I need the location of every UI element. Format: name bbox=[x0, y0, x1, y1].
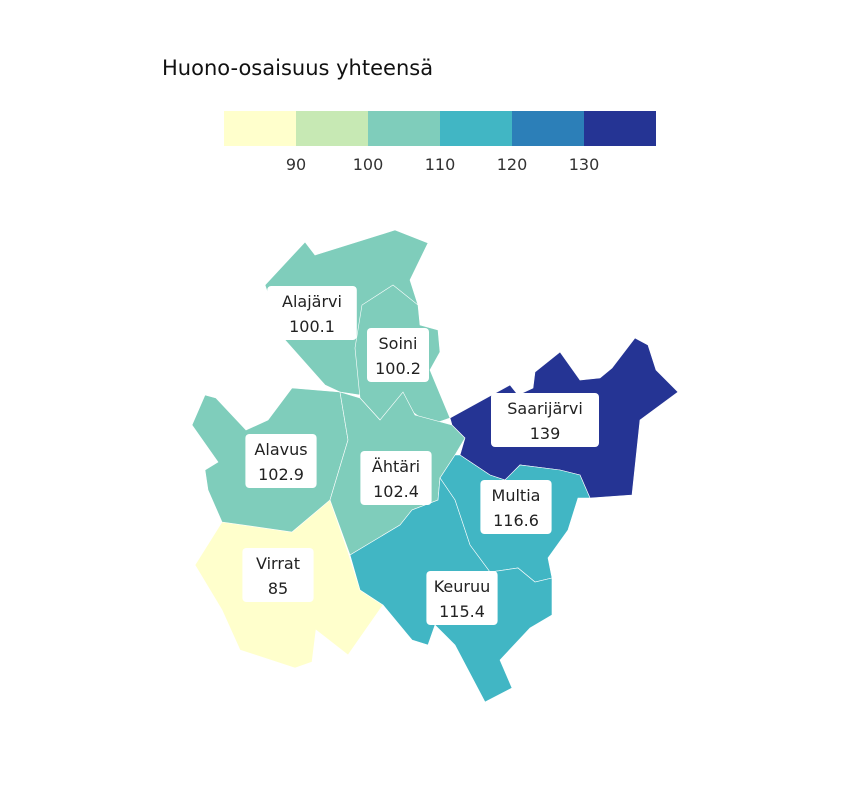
region-label-keuruu: Keuruu 115.4 bbox=[426, 571, 498, 625]
region-label-soini: Soini 100.2 bbox=[367, 328, 429, 382]
region-label-multia: Multia 116.6 bbox=[480, 480, 552, 534]
legend-swatch bbox=[512, 111, 584, 146]
region-name-label: Soini bbox=[379, 334, 418, 353]
region-name-label: Ähtäri bbox=[372, 457, 420, 476]
label-box bbox=[245, 434, 317, 488]
region-name-label: Alavus bbox=[254, 440, 307, 459]
region-name-label: Multia bbox=[492, 486, 541, 505]
label-box bbox=[367, 328, 429, 382]
region-name-label: Keuruu bbox=[434, 577, 491, 596]
region-name-label: Virrat bbox=[256, 554, 300, 573]
region-value-label: 115.4 bbox=[439, 602, 485, 621]
legend-break-label: 100 bbox=[353, 155, 384, 174]
label-box bbox=[360, 451, 432, 505]
region-value-label: 139 bbox=[530, 424, 561, 443]
legend-break-label: 90 bbox=[286, 155, 306, 174]
label-box bbox=[491, 393, 599, 447]
label-box bbox=[426, 571, 498, 625]
legend-break-label: 130 bbox=[569, 155, 600, 174]
region-label-saarijarvi: Saarijärvi 139 bbox=[491, 393, 599, 447]
region-label-ahtari: Ähtäri 102.4 bbox=[360, 451, 432, 505]
region-name-label: Alajärvi bbox=[282, 292, 342, 311]
region-label-alajarvi: Alajärvi 100.1 bbox=[267, 286, 357, 340]
label-box bbox=[267, 286, 357, 340]
legend-swatch bbox=[584, 111, 656, 146]
region-value-label: 85 bbox=[268, 579, 288, 598]
region-value-label: 100.1 bbox=[289, 317, 335, 336]
region-value-label: 102.9 bbox=[258, 465, 304, 484]
region-value-label: 116.6 bbox=[493, 511, 539, 530]
legend-break-label: 120 bbox=[497, 155, 528, 174]
region-label-alavus: Alavus 102.9 bbox=[245, 434, 317, 488]
legend-break-label: 110 bbox=[425, 155, 456, 174]
label-box bbox=[480, 480, 552, 534]
region-label-virrat: Virrat 85 bbox=[242, 548, 314, 602]
legend: 90 100 110 120 130 bbox=[224, 111, 656, 174]
legend-swatch bbox=[224, 111, 296, 146]
region-value-label: 100.2 bbox=[375, 359, 421, 378]
legend-swatch bbox=[296, 111, 368, 146]
legend-swatch bbox=[440, 111, 512, 146]
region-name-label: Saarijärvi bbox=[507, 399, 583, 418]
region-value-label: 102.4 bbox=[373, 482, 419, 501]
map-title: Huono-osaisuus yhteensä bbox=[162, 56, 434, 80]
legend-swatch bbox=[368, 111, 440, 146]
label-box bbox=[242, 548, 314, 602]
labels-layer: Alajärvi 100.1 Soini 100.2 Saarijärvi 139 Alav… bbox=[242, 286, 599, 625]
